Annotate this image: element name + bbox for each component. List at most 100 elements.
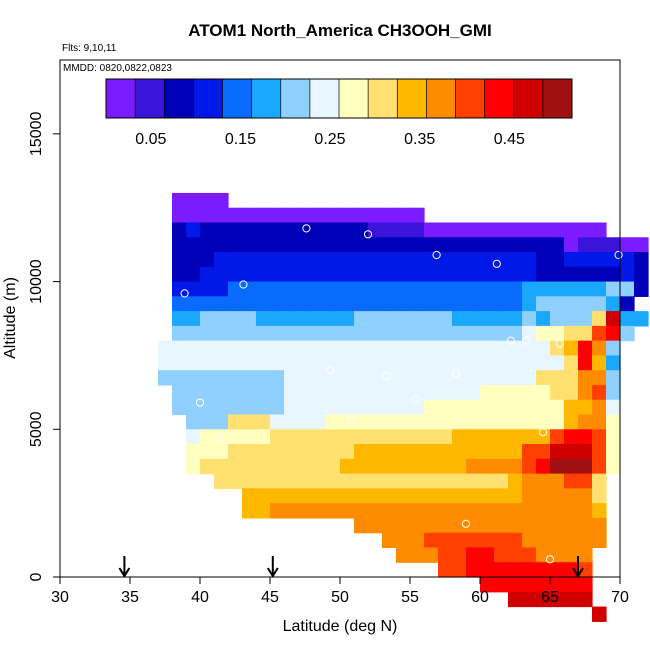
heatmap-cell <box>480 503 495 519</box>
heatmap-cell <box>242 458 257 475</box>
heatmap-cell <box>382 355 397 371</box>
heatmap-cell <box>368 340 383 357</box>
heatmap-cell <box>270 503 285 519</box>
heatmap-cell <box>592 473 607 489</box>
heatmap-cell <box>396 266 411 283</box>
heatmap-cell <box>298 414 313 430</box>
heatmap-cell <box>326 252 341 268</box>
heatmap-cell <box>452 547 467 563</box>
heatmap-cell <box>284 355 299 371</box>
heatmap-cell <box>172 207 187 224</box>
heatmap-cell <box>326 503 341 519</box>
heatmap-cell <box>564 222 579 238</box>
heatmap-cell <box>340 237 355 253</box>
heatmap-cell <box>424 281 439 297</box>
heatmap-cell <box>550 311 565 327</box>
heatmap-cell <box>536 591 551 608</box>
heatmap-cell <box>256 399 271 416</box>
heatmap-cell <box>396 532 411 549</box>
heatmap-cell <box>368 355 383 371</box>
heatmap-cell <box>200 237 215 253</box>
heatmap-cell <box>550 458 565 475</box>
heatmap-cell <box>284 311 299 327</box>
heatmap-cell <box>340 488 355 504</box>
sample-point <box>411 395 420 404</box>
heatmap-cell <box>340 458 355 475</box>
heatmap-cell <box>564 399 579 416</box>
heatmap-cell <box>438 281 453 297</box>
heatmap-cell <box>354 266 369 283</box>
heatmap-cell <box>564 325 579 342</box>
heatmap-cell <box>326 296 341 312</box>
heatmap-cell <box>410 355 425 371</box>
heatmap-cell <box>522 444 537 460</box>
heatmap-cell <box>550 547 565 563</box>
heatmap-cell <box>256 252 271 268</box>
heatmap-cell <box>214 296 229 312</box>
heatmap-cell <box>522 296 537 312</box>
heatmap-cell <box>396 384 411 401</box>
heatmap-cell <box>382 532 397 549</box>
heatmap-cell <box>340 325 355 342</box>
heatmap-cell <box>550 414 565 430</box>
heatmap-cell <box>424 266 439 283</box>
heatmap-cell <box>284 503 299 519</box>
heatmap-cell <box>270 325 285 342</box>
heatmap-cell <box>494 503 509 519</box>
x-tick-label: 40 <box>191 589 209 606</box>
heatmap-cell <box>452 340 467 357</box>
heatmap-cell <box>172 296 187 312</box>
heatmap-cell <box>564 503 579 519</box>
heatmap-cell <box>536 252 551 268</box>
heatmap-cell <box>466 325 481 342</box>
heatmap-cell <box>466 370 481 386</box>
heatmap-cell <box>564 473 579 489</box>
sample-point <box>326 366 335 375</box>
heatmap-cell <box>200 340 215 357</box>
colorbar-swatch <box>309 79 340 118</box>
heatmap-cell <box>452 296 467 312</box>
heatmap-cell <box>256 311 271 327</box>
heatmap-cell <box>578 296 593 312</box>
heatmap-cell <box>480 488 495 504</box>
heatmap-cell <box>242 370 257 386</box>
heatmap-cell <box>564 237 579 253</box>
heatmap-cell <box>242 266 257 283</box>
heatmap-cell <box>270 340 285 357</box>
heatmap-cell <box>438 355 453 371</box>
heatmap-cell <box>368 458 383 475</box>
heatmap-cell <box>368 399 383 416</box>
heatmap-cell <box>606 355 621 371</box>
heatmap-cell <box>214 252 229 268</box>
heatmap-cell <box>228 429 243 445</box>
heatmap-cell <box>578 370 593 386</box>
heatmap-cell <box>480 473 495 489</box>
heatmap-cell <box>228 311 243 327</box>
heatmap-cell <box>354 207 369 224</box>
heatmap-cell <box>564 414 579 430</box>
heatmap-cell <box>592 429 607 445</box>
heatmap-cell <box>494 414 509 430</box>
heatmap-cell <box>270 488 285 504</box>
heatmap-cell <box>242 325 257 342</box>
heatmap-cell <box>382 237 397 253</box>
heatmap-cell <box>578 340 593 357</box>
heatmap-cell <box>536 429 551 445</box>
heatmap-cell <box>368 488 383 504</box>
heatmap-cell <box>494 237 509 253</box>
heatmap-cell <box>480 222 495 238</box>
heatmap-cell <box>564 444 579 460</box>
heatmap-cell <box>550 532 565 549</box>
heatmap-cell <box>522 281 537 297</box>
heatmap-cell <box>508 503 523 519</box>
heatmap-cell <box>438 488 453 504</box>
heatmap-cell <box>242 207 257 224</box>
heatmap-cell <box>410 517 425 534</box>
heatmap-cell <box>522 370 537 386</box>
colorbar-swatch <box>368 79 398 118</box>
heatmap-cell <box>228 222 243 238</box>
heatmap-cell <box>326 340 341 357</box>
heatmap-cell <box>564 547 579 563</box>
heatmap-cell <box>522 547 537 563</box>
heatmap-cell <box>340 207 355 224</box>
